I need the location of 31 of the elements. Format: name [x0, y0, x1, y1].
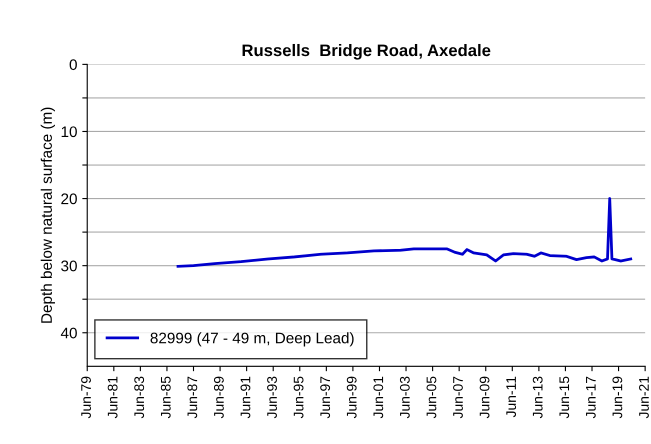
x-tick-label: Jun-07	[453, 376, 463, 418]
x-tick-label: Jun-97	[320, 376, 330, 418]
y-axis-title: Depth below natural surface (m)	[40, 108, 55, 323]
y-tick-label: 0	[70, 59, 77, 70]
x-tick-label: Jun-99	[346, 376, 357, 418]
x-tick-label: Jun-05	[426, 376, 436, 418]
x-tick-label: Jun-17	[586, 376, 596, 418]
y-tick-label: 10	[62, 126, 77, 138]
x-tick-label: Jun-83	[134, 376, 144, 418]
line-series	[176, 197, 632, 268]
x-tick-label: Jun-03	[400, 376, 410, 418]
x-tick-label: Jun-11	[506, 376, 516, 418]
x-tick-label: Jun-01	[373, 376, 384, 418]
x-tick-label: Jun-93	[267, 376, 277, 418]
chart-title: Russells Bridge Road, Axedale	[242, 44, 490, 60]
legend-label: 82999 (47 - 49 m, Deep Lead)	[150, 332, 354, 346]
x-tick-label: Jun-13	[532, 376, 543, 418]
x-tick-label: Jun-81	[108, 376, 118, 418]
x-tick-label: Jun-89	[214, 376, 224, 418]
x-tick-label: Jun-15	[559, 376, 570, 418]
x-tick-label: Jun-91	[240, 376, 250, 418]
y-tick-label: 20	[61, 193, 77, 204]
x-tick-label: Jun-95	[294, 376, 304, 418]
x-tick-label: Jun-19	[612, 376, 622, 418]
x-tick-label: Jun-79	[81, 376, 91, 418]
x-tick-label: Jun-85	[160, 376, 171, 418]
y-tick-label: 30	[61, 260, 77, 272]
y-tick-label: 40	[60, 328, 77, 338]
x-tick-label: Jun-09	[480, 376, 490, 418]
x-tick-label: Jun-87	[187, 376, 198, 418]
x-tick-label: Jun-21	[639, 376, 649, 418]
